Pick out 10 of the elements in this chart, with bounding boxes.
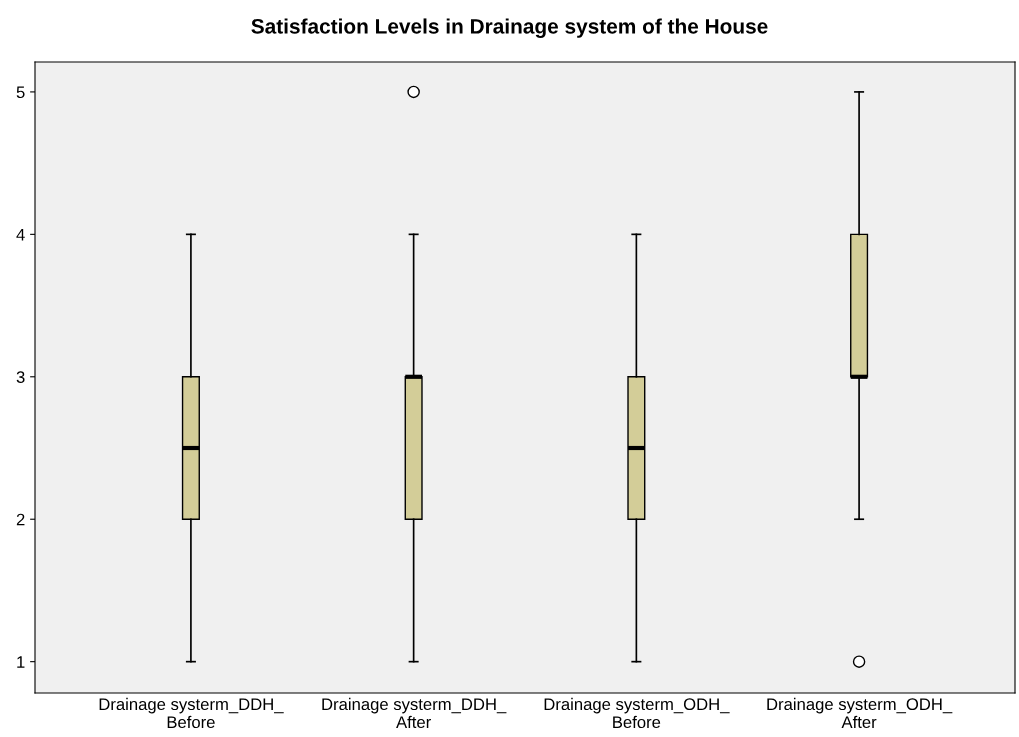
y-tick-label: 4 — [16, 228, 25, 241]
x-tick-label: Drainage systerm_DDH_ Before — [99, 697, 284, 729]
y-tick-label: 2 — [16, 513, 25, 526]
x-tick-label: Drainage systerm_ODH_ After — [767, 697, 953, 729]
y-tick-label: 1 — [17, 656, 25, 668]
x-tick-label: Drainage systerm_DDH_ After — [322, 697, 507, 729]
y-tick-label: 5 — [16, 86, 25, 99]
chart-title: Satisfaction Levels in Drainage system of the House — [251, 18, 768, 38]
x-tick-label: Drainage systerm_ODH_ Before — [544, 697, 730, 729]
y-tick-label: 3 — [16, 371, 25, 383]
